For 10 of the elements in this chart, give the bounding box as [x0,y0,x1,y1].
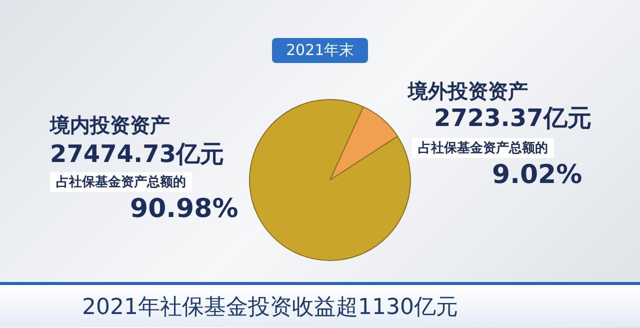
chart-title: 2021年末 [272,38,368,63]
text: 占社保基金资产总额的 [412,138,554,158]
text: 9.02% [492,160,582,190]
slice-label: 境外投资资产 [408,78,528,105]
text: 2021年社保基金投资收益超1130亿元 [82,294,458,322]
text: 占社保基金资产总额的 [50,172,192,192]
data-label: 27474.73亿元 [50,139,224,170]
slice-label: 境内投资资产 [50,112,170,139]
data-label: 2723.37亿元 [434,103,592,134]
text: 90.98% [130,194,238,224]
